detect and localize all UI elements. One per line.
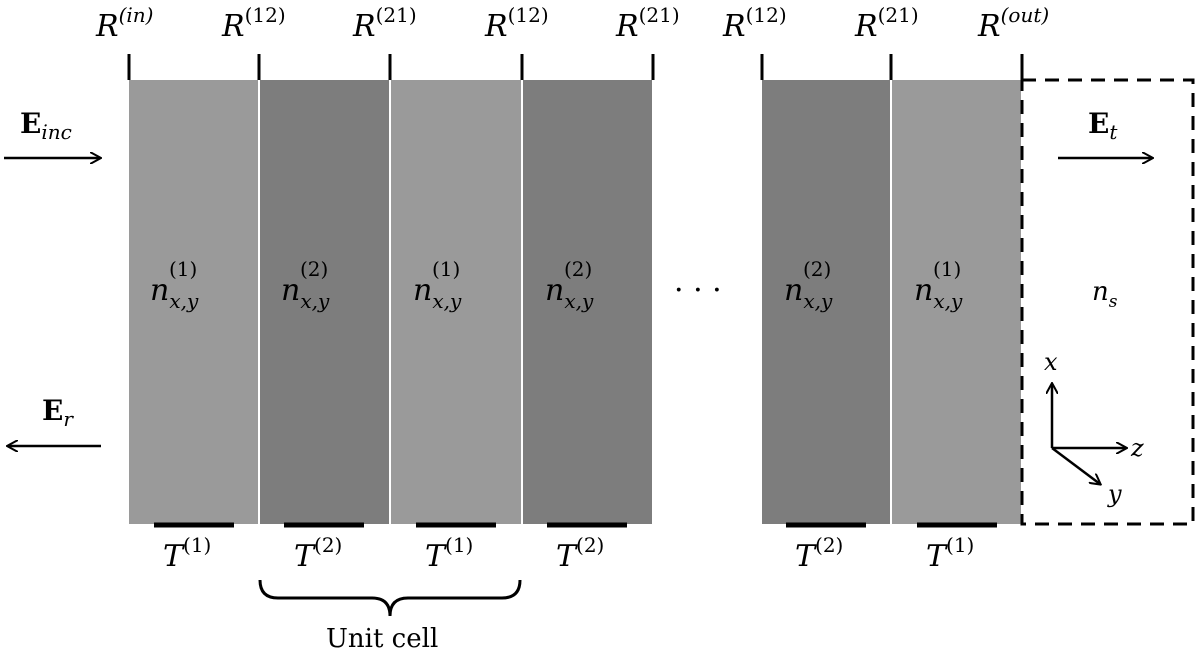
- x-axis-label: x: [1044, 348, 1058, 376]
- unit-cell-label: Unit cell: [326, 624, 438, 654]
- interface-label: R(12): [722, 3, 787, 44]
- layer-3: [391, 80, 521, 524]
- ellipsis: · · ·: [674, 273, 722, 308]
- transfer-label: T(1): [163, 533, 211, 574]
- index-labels: nx,y (1) nx,y (2) nx,y (1) nx,y (2) nx,y…: [150, 257, 963, 313]
- index-sup: (1): [169, 257, 197, 281]
- layer-4: [523, 80, 652, 524]
- index-sup: (2): [803, 257, 831, 281]
- substrate-box: [1020, 78, 1195, 526]
- layer-2: [260, 80, 389, 524]
- unit-cell-brace: [258, 579, 522, 617]
- layer-6: [892, 80, 1021, 524]
- index-sup: (2): [300, 257, 328, 281]
- y-axis-arrow: [1051, 447, 1100, 484]
- interface-label: R(21): [352, 3, 417, 44]
- interface-label: R(out): [977, 3, 1049, 44]
- index-label: nx,y: [545, 273, 594, 313]
- interface-label: R(12): [221, 3, 286, 44]
- substrate-label: ns: [1092, 277, 1118, 312]
- interface-label: R(21): [854, 3, 919, 44]
- interface-ticks: [127, 54, 1024, 80]
- index-sup: (1): [933, 257, 961, 281]
- z-axis-label: z: [1130, 434, 1144, 462]
- transfer-label: T(2): [294, 533, 342, 574]
- index-label: nx,y: [150, 273, 199, 313]
- index-label: nx,y: [281, 273, 330, 313]
- index-label: nx,y: [914, 273, 963, 313]
- index-label: nx,y: [784, 273, 833, 313]
- transfer-label: T(2): [795, 533, 843, 574]
- index-sup: (1): [432, 257, 460, 281]
- index-sup: (2): [564, 257, 592, 281]
- interface-label: R(21): [615, 3, 680, 44]
- transfer-label: T(1): [926, 533, 974, 574]
- interface-label: R(in): [95, 3, 153, 44]
- index-label: nx,y: [413, 273, 462, 313]
- layer-1: [129, 80, 258, 524]
- reflected-label: Er: [42, 394, 74, 431]
- transfer-label: T(1): [425, 533, 473, 574]
- layer-5: [762, 80, 890, 524]
- transfer-labels: T(1) T(2) T(1) T(2) T(2) T(1): [163, 533, 974, 574]
- transmitted-label: Et: [1088, 107, 1118, 144]
- incident-label: Einc: [20, 107, 72, 144]
- layer-stack: [129, 80, 1021, 524]
- y-axis-label: y: [1107, 480, 1122, 508]
- interface-labels: R(in) R(12) R(21) R(12) R(21) R(12) R(21…: [95, 3, 1049, 44]
- transfer-label: T(2): [556, 533, 604, 574]
- interface-label: R(12): [484, 3, 549, 44]
- coordinate-axes: x z y: [1044, 348, 1144, 508]
